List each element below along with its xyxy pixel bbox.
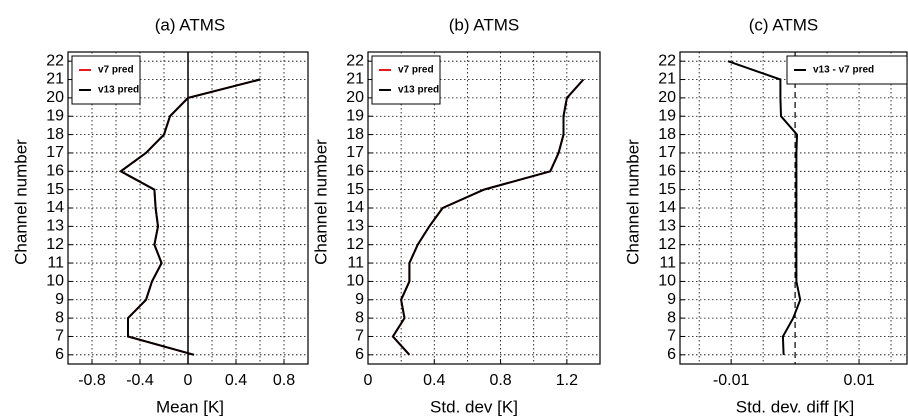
y-tick-label: 16 [658, 163, 676, 180]
y-tick-label: 11 [659, 254, 676, 271]
y-tick-label: 20 [346, 89, 364, 106]
y-tick-label: 17 [658, 144, 676, 161]
y-tick-label: 22 [658, 52, 676, 69]
y-tick-label: 16 [346, 163, 364, 180]
y-tick-label: 17 [346, 144, 364, 161]
y-tick-label: 13 [346, 218, 364, 235]
x-axis-label: Std. dev [K] [430, 397, 518, 416]
y-tick-label: 14 [346, 199, 364, 216]
legend-label: v7 pred [398, 65, 434, 76]
y-tick-label: 9 [55, 291, 64, 308]
plot-frame [67, 51, 309, 365]
y-tick-label: 14 [46, 199, 64, 216]
y-tick-label: 18 [658, 126, 676, 143]
chart-title: (a) ATMS [155, 15, 226, 34]
y-tick-label: 18 [346, 126, 364, 143]
y-tick-label: 22 [346, 52, 364, 69]
y-axis-label: Channel number [623, 139, 642, 265]
x-tick-label: -0.8 [78, 372, 106, 389]
y-tick-label: 7 [355, 328, 364, 345]
y-tick-label: 9 [667, 291, 676, 308]
y-tick-label: 18 [46, 126, 64, 143]
data-line [391, 78, 585, 356]
data-line [391, 78, 585, 356]
data-line [727, 60, 802, 355]
y-axis-label: Channel number [311, 139, 330, 265]
y-tick-label: 21 [658, 71, 676, 88]
legend-label: v13 pred [398, 85, 439, 96]
y-tick-label: 19 [346, 107, 364, 124]
legend-box [71, 55, 141, 105]
plot-frame [679, 51, 908, 365]
y-tick-label: 7 [667, 328, 676, 345]
y-tick-label: 20 [46, 89, 64, 106]
y-tick-label: 10 [658, 273, 676, 290]
y-tick-label: 10 [346, 273, 364, 290]
y-tick-label: 15 [658, 181, 676, 198]
x-tick-label: 0.4 [423, 372, 445, 389]
y-tick-label: 19 [46, 107, 64, 124]
y-tick-label: 12 [658, 236, 676, 253]
y-tick-label: 11 [47, 254, 64, 271]
y-tick-label: 6 [55, 346, 64, 363]
x-tick-label: 0 [364, 372, 373, 389]
legend-label: v7 pred [98, 65, 134, 76]
y-tick-label: 9 [355, 291, 364, 308]
y-tick-label: 19 [658, 107, 676, 124]
x-tick-label: 0.01 [843, 372, 874, 389]
x-tick-label: 0.4 [225, 372, 247, 389]
y-tick-label: 7 [55, 328, 64, 345]
y-tick-label: 8 [55, 309, 64, 326]
y-tick-label: 6 [355, 346, 364, 363]
y-tick-label: 21 [346, 71, 364, 88]
y-tick-label: 10 [46, 273, 64, 290]
x-axis-label: Mean [K] [156, 397, 224, 416]
chart-title: (b) ATMS [449, 15, 520, 34]
y-tick-label: 14 [658, 199, 676, 216]
y-tick-label: 16 [46, 163, 64, 180]
x-tick-label: 0 [184, 372, 193, 389]
y-tick-label: 20 [658, 89, 676, 106]
y-tick-label: 12 [346, 236, 364, 253]
x-tick-label: -0.01 [713, 372, 750, 389]
chart-title: (c) ATMS [749, 15, 819, 34]
x-tick-label: 0.8 [489, 372, 511, 389]
y-tick-label: 11 [347, 254, 364, 271]
x-axis-label: Std. dev. diff [K] [736, 397, 854, 416]
x-tick-label: -0.4 [126, 372, 154, 389]
y-tick-label: 21 [46, 71, 64, 88]
y-tick-label: 8 [667, 309, 676, 326]
y-tick-label: 12 [46, 236, 64, 253]
y-axis-label: Channel number [11, 139, 30, 265]
legend-label: v13 - v7 pred [813, 65, 874, 76]
plot-frame [367, 51, 601, 365]
y-tick-label: 15 [46, 181, 64, 198]
y-tick-label: 15 [346, 181, 364, 198]
legend-box [371, 55, 441, 105]
data-line [118, 78, 261, 356]
legend-box [786, 55, 908, 85]
legend-label: v13 pred [98, 85, 139, 96]
x-tick-label: 1.2 [556, 372, 578, 389]
x-tick-label: 0.8 [273, 372, 295, 389]
data-line [118, 78, 261, 356]
y-tick-label: 13 [658, 218, 676, 235]
y-tick-label: 13 [46, 218, 64, 235]
y-tick-label: 6 [667, 346, 676, 363]
y-tick-label: 22 [46, 52, 64, 69]
y-tick-label: 17 [46, 144, 64, 161]
y-tick-label: 8 [355, 309, 364, 326]
